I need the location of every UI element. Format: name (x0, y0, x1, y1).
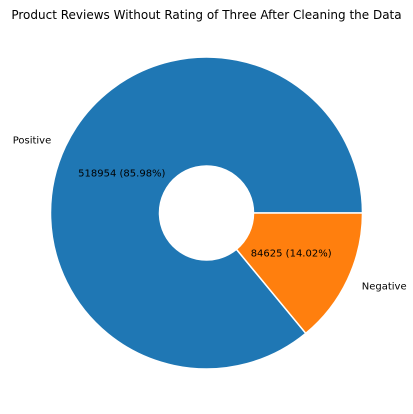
category-label-negative: Negative (362, 282, 407, 293)
slice-negative (235, 212, 364, 335)
value-label-negative: 84625 (14.02%) (251, 248, 332, 259)
category-label-positive: Positive (13, 135, 52, 146)
slices-group (49, 56, 364, 370)
chart-title: Product Reviews Without Rating of Three … (11, 8, 401, 22)
slice-positive (49, 56, 364, 370)
value-label-positive: 518954 (85.98%) (78, 169, 165, 180)
labels-group: Positive 518954 (85.98%) Negative 84625 (14… (13, 135, 407, 292)
